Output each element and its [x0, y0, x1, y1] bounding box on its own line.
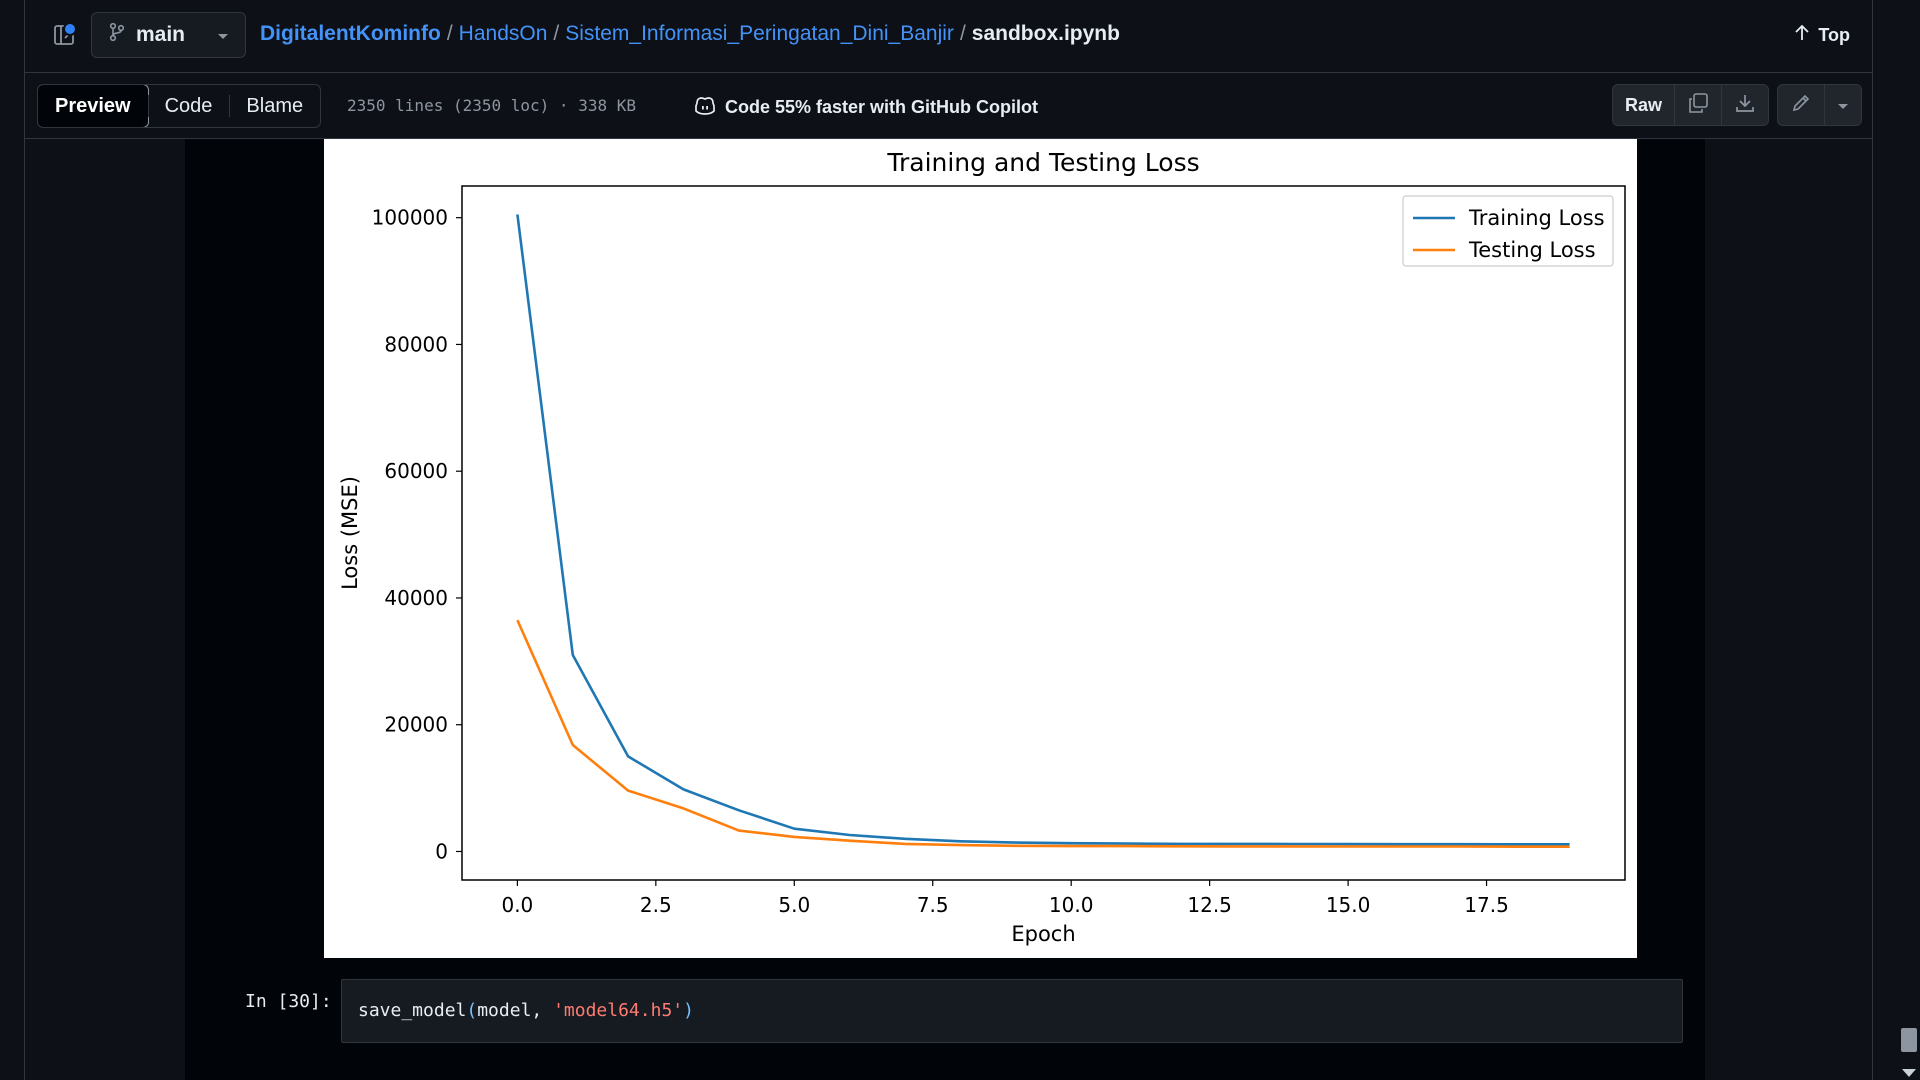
y-tick-label: 80000	[384, 332, 448, 356]
back-to-top-link[interactable]: Top	[1794, 24, 1850, 47]
code-paren: (	[466, 1000, 478, 1021]
file-actions: Raw	[1611, 84, 1862, 126]
legend-label: Training Loss	[1468, 206, 1605, 230]
x-tick-label: 2.5	[640, 893, 672, 917]
x-tick-label: 12.5	[1187, 893, 1232, 917]
edit-actions-group	[1777, 84, 1862, 126]
branch-selector[interactable]: main	[91, 12, 246, 58]
copilot-promo-link[interactable]: Code 55% faster with GitHub Copilot	[693, 94, 1038, 121]
x-tick-label: 17.5	[1464, 893, 1509, 917]
notification-dot	[63, 22, 77, 36]
y-axis-label: Loss (MSE)	[338, 476, 362, 590]
output-plot: Training and Testing Loss 0.0 2.5 5.0 7.5 10.…	[324, 139, 1637, 958]
series-line-training	[516, 214, 1570, 846]
view-mode-tabs: Preview Code Blame	[37, 84, 322, 128]
scrollbar-thumb[interactable]	[1901, 1028, 1917, 1052]
y-tick-label: 100000	[372, 206, 448, 230]
y-tick-label: 60000	[384, 459, 448, 483]
x-tick-label: 0.0	[501, 893, 533, 917]
series-line-testing	[516, 619, 1570, 849]
x-tick-label: 10.0	[1049, 893, 1094, 917]
edit-options-dropdown[interactable]	[1824, 85, 1861, 125]
breadcrumb-folder-link[interactable]: HandsOn	[458, 22, 548, 45]
file-header: main DigitalentKominfo / HandsOn / Siste…	[25, 0, 1872, 73]
y-tick-label: 0	[435, 839, 448, 863]
code-arg: model,	[477, 1000, 554, 1021]
tab-code[interactable]: Code	[147, 85, 230, 127]
arrow-up-icon	[1794, 24, 1810, 47]
loss-chart: Training and Testing Loss 0.0 2.5 5.0 7.5 10.…	[338, 148, 1626, 946]
branch-name: main	[136, 23, 186, 46]
cell-prompt: In [30]:	[245, 991, 332, 1012]
edit-file-button[interactable]	[1778, 85, 1824, 125]
file-toolbar: Preview Code Blame 2350 lines (2350 loc)…	[25, 72, 1872, 139]
code-paren: )	[683, 1000, 694, 1021]
breadcrumb-folder-link[interactable]: Sistem_Informasi_Peringatan_Dini_Banjir	[565, 22, 954, 45]
breadcrumb-separator: /	[446, 22, 453, 45]
code-function: save_model	[358, 1000, 467, 1021]
code-cell[interactable]: save_model(model, 'model64.h5')	[341, 979, 1683, 1043]
copilot-icon	[693, 94, 717, 121]
breadcrumb-separator: /	[959, 22, 966, 45]
y-tick-label: 20000	[384, 713, 448, 737]
raw-actions-group: Raw	[1611, 84, 1769, 126]
tab-preview[interactable]: Preview	[38, 85, 149, 127]
x-tick-label: 7.5	[917, 893, 949, 917]
breadcrumb-file-name: sandbox.ipynb	[971, 22, 1120, 45]
copy-icon	[1687, 92, 1709, 119]
file-viewer: main DigitalentKominfo / HandsOn / Siste…	[24, 0, 1873, 1080]
plot-frame	[461, 185, 1626, 881]
triangle-down-icon	[217, 23, 229, 47]
x-tick-label: 5.0	[778, 893, 810, 917]
tab-blame[interactable]: Blame	[229, 85, 320, 127]
x-tick-label: 15.0	[1326, 893, 1371, 917]
copilot-promo-text: Code 55% faster with GitHub Copilot	[725, 97, 1039, 117]
legend-box	[1402, 195, 1614, 267]
pencil-icon	[1790, 92, 1812, 119]
code-line: save_model(model, 'model64.h5')	[358, 1000, 694, 1021]
y-tick-label: 40000	[384, 586, 448, 610]
breadcrumb-repo-link[interactable]: DigitalentKominfo	[260, 22, 441, 45]
top-label: Top	[1818, 25, 1850, 45]
triangle-down-icon	[1837, 95, 1849, 116]
breadcrumb: DigitalentKominfo / HandsOn / Sistem_Inf…	[260, 22, 1120, 46]
raw-button[interactable]: Raw	[1624, 94, 1662, 115]
page-scrollbar[interactable]	[1897, 0, 1920, 1080]
sidebar-toggle-button[interactable]	[47, 20, 81, 54]
code-string: 'model64.h5'	[553, 1000, 684, 1021]
file-info: 2350 lines (2350 loc) · 338 KB	[347, 96, 636, 115]
scroll-down-arrow[interactable]	[1902, 1069, 1916, 1077]
notebook-content: Training and Testing Loss 0.0 2.5 5.0 7.5 10.…	[25, 139, 1872, 1080]
git-branch-icon	[108, 22, 126, 48]
copy-raw-button[interactable]	[1674, 85, 1721, 125]
download-icon	[1734, 92, 1756, 119]
window-left-edge	[0, 0, 24, 1080]
download-raw-button[interactable]	[1721, 85, 1768, 125]
breadcrumb-separator: /	[553, 22, 560, 45]
chart-title: Training and Testing Loss	[886, 148, 1199, 177]
legend-label: Testing Loss	[1468, 238, 1596, 262]
x-axis-label: Epoch	[1011, 922, 1075, 946]
